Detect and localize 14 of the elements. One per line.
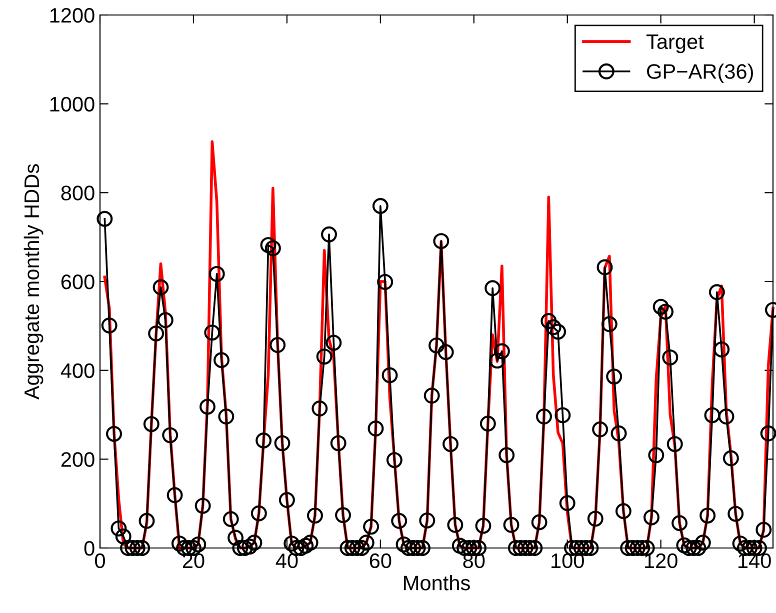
y-axis-title: Aggregate monthly HDDs — [24, 164, 44, 400]
y-tick-label: 1000 — [50, 96, 94, 112]
y-tick-label: 0 — [84, 541, 94, 556]
x-tick-label: 120 — [645, 553, 678, 568]
legend-label: GP−AR(36) — [647, 64, 753, 83]
x-tick-label: 60 — [370, 553, 392, 568]
y-tick-label: 800 — [61, 186, 94, 200]
legend-label: Target — [646, 34, 704, 54]
y-tick-label: 600 — [61, 274, 94, 290]
y-tick-label: 200 — [61, 452, 94, 467]
x-tick-label: 0 — [95, 553, 105, 568]
y-tick-label: 1200 — [50, 8, 94, 23]
y-tick-label: 400 — [60, 363, 94, 378]
x-axis-title: Months — [404, 575, 470, 590]
